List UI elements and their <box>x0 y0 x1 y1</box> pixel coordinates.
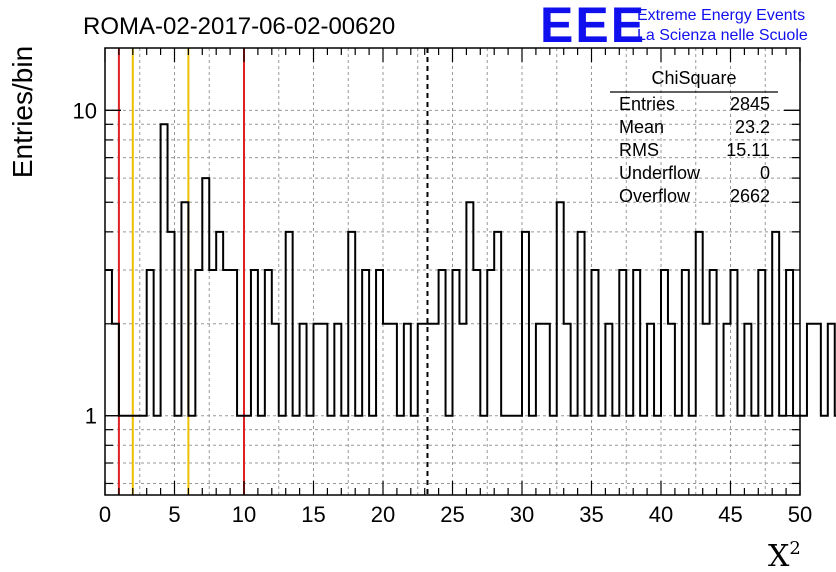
x-tick-label: 15 <box>301 502 325 527</box>
stats-box: ChiSquare Entries 2845 Mean 23.2 RMS 15.11 Und… <box>610 68 778 206</box>
chart-title: ROMA-02-2017-06-02-00620 <box>83 13 395 40</box>
stats-value: 2845 <box>730 94 770 114</box>
axis-ticks: 0 5 10 15 20 25 30 35 40 45 50 1 10 <box>73 48 812 527</box>
x-tick-label: 30 <box>510 502 534 527</box>
eee-logo-mark: EEE <box>540 0 646 53</box>
eee-logo-line1: Extreme Energy Events <box>637 7 805 24</box>
stats-value: 0 <box>760 163 770 183</box>
x-tick-label: 0 <box>99 502 111 527</box>
x-tick-label: 50 <box>788 502 812 527</box>
stats-label: Mean <box>619 117 664 137</box>
stats-value: 15.11 <box>726 140 770 160</box>
stats-value: 23.2 <box>735 117 770 137</box>
x-tick-label: 10 <box>232 502 256 527</box>
x-axis-label-base: X <box>768 539 790 572</box>
stats-title: ChiSquare <box>651 68 736 88</box>
eee-logo-line2: La Scienza nelle Scuole <box>637 27 808 44</box>
y-tick-label: 1 <box>85 404 97 429</box>
reference-lines <box>117 48 429 495</box>
stats-label: Overflow <box>619 186 691 206</box>
histogram-series <box>105 123 836 417</box>
stats-label: Underflow <box>619 163 701 183</box>
x-tick-label: 35 <box>579 502 603 527</box>
eee-logo: EEE Extreme Energy Events La Scienza nel… <box>540 0 808 53</box>
x-tick-label: 20 <box>371 502 395 527</box>
x-tick-label: 25 <box>440 502 464 527</box>
x-tick-label: 45 <box>718 502 742 527</box>
y-tick-label: 10 <box>73 98 97 123</box>
x-tick-label: 40 <box>649 502 673 527</box>
stats-value: 2662 <box>730 186 770 206</box>
stats-label: Entries <box>619 94 675 114</box>
y-axis-label: Entries/bin <box>7 46 38 178</box>
stats-label: RMS <box>619 140 659 160</box>
x-axis-label-superscript: 2 <box>789 538 800 559</box>
x-tick-label: 5 <box>168 502 180 527</box>
x-axis-label: X2 <box>768 538 801 572</box>
stats-rows: Entries 2845 Mean 23.2 RMS 15.11 Underflow 0 Ove… <box>619 94 770 206</box>
